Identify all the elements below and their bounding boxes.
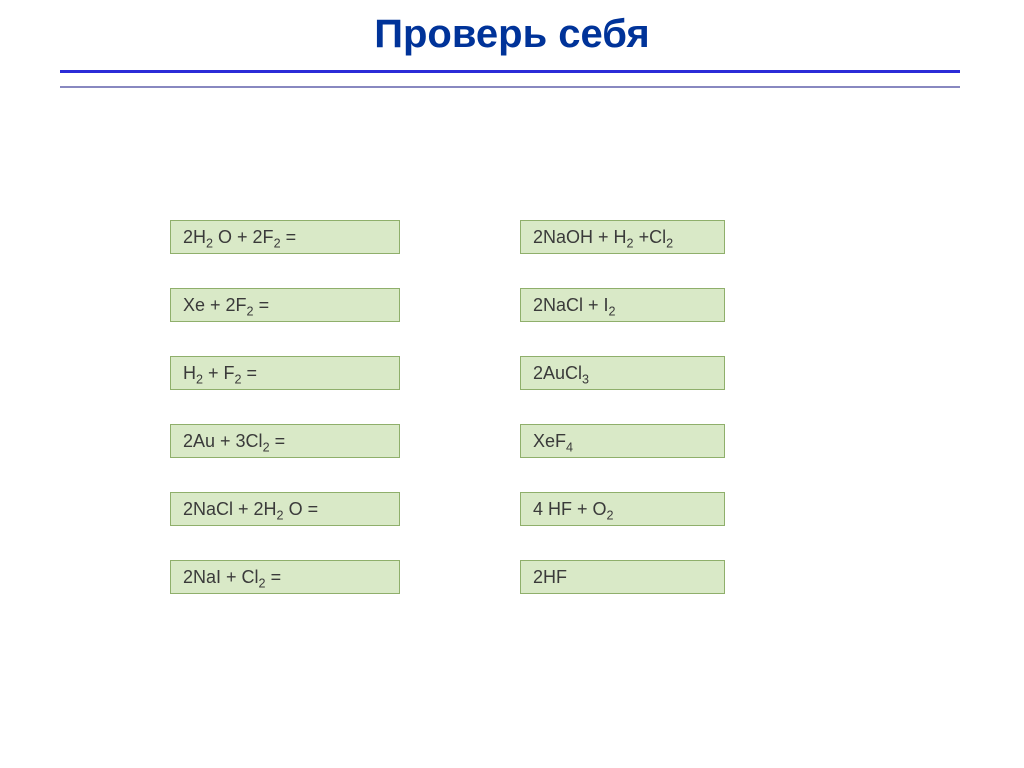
formula-text: 4 HF + O2 bbox=[533, 499, 614, 520]
formula-text: 2NaCl + 2H2 O = bbox=[183, 499, 318, 520]
formula-box: 2AuCl3 bbox=[520, 356, 725, 390]
formula-box: Xe + 2F2 = bbox=[170, 288, 400, 322]
formula-text: 2NaOH + H2 +Cl2 bbox=[533, 227, 673, 248]
slide-title: Проверь себя bbox=[0, 12, 1024, 57]
formula-text: 2AuCl3 bbox=[533, 363, 589, 384]
formula-box: 2NaCl + I2 bbox=[520, 288, 725, 322]
formula-box: XeF4 bbox=[520, 424, 725, 458]
title-rule-shadow bbox=[60, 86, 960, 88]
formula-box: 2Au + 3Cl2 = bbox=[170, 424, 400, 458]
formula-text: 2HF bbox=[533, 567, 567, 588]
formula-text: 2NaI + Cl2 = bbox=[183, 567, 281, 588]
formula-text: 2Au + 3Cl2 = bbox=[183, 431, 285, 452]
formula-text: 2NaCl + I2 bbox=[533, 295, 616, 316]
formula-text: 2H2 O + 2F2 = bbox=[183, 227, 296, 248]
formula-text: XeF4 bbox=[533, 431, 573, 452]
formula-box: 2NaI + Cl2 = bbox=[170, 560, 400, 594]
formula-text: H2 + F2 = bbox=[183, 363, 257, 384]
formula-box: H2 + F2 = bbox=[170, 356, 400, 390]
formula-box: 2NaOH + H2 +Cl2 bbox=[520, 220, 725, 254]
formula-box: 2HF bbox=[520, 560, 725, 594]
slide: Проверь себя 2H2 O + 2F2 = Xe + 2F2 = H2 +… bbox=[0, 0, 1024, 768]
title-rule bbox=[60, 70, 960, 73]
formula-text: Xe + 2F2 = bbox=[183, 295, 269, 316]
formula-box: 2H2 O + 2F2 = bbox=[170, 220, 400, 254]
formula-box: 2NaCl + 2H2 O = bbox=[170, 492, 400, 526]
formula-box: 4 HF + O2 bbox=[520, 492, 725, 526]
